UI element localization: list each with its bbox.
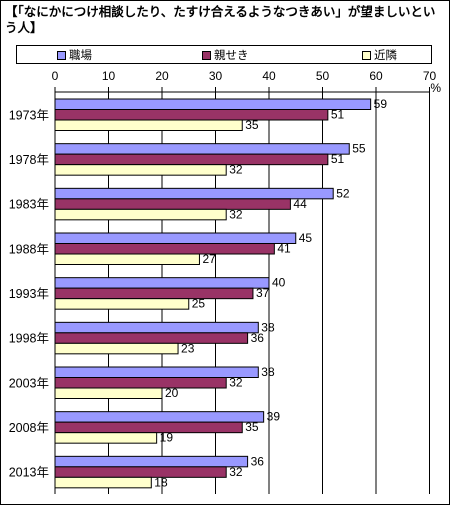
category-label: 2013年: [9, 466, 49, 480]
legend: 職場 親せき 近隣: [16, 45, 432, 64]
category-label: 1978年: [9, 153, 49, 167]
legend-item-kinrin: 近隣: [362, 48, 397, 62]
legend-item-shinseki: 親せき: [202, 48, 249, 62]
category-label: 1998年: [9, 332, 49, 346]
bar: [54, 164, 227, 176]
bar: [54, 253, 200, 265]
x-tick-label: 70: [423, 69, 437, 83]
category-label: 1988年: [9, 242, 49, 256]
bar: [54, 321, 259, 334]
bar: [54, 98, 372, 110]
bar: [54, 243, 275, 255]
x-tick-label: 60: [369, 69, 383, 83]
legend-label-shinseki: 親せき: [214, 48, 249, 62]
data-label: 59: [374, 97, 388, 111]
legend-swatch-kinrin: [362, 50, 371, 60]
data-label: 23: [181, 341, 195, 355]
data-label: 32: [229, 376, 243, 390]
data-label: 39: [267, 410, 281, 424]
unit-label: %: [430, 81, 441, 95]
bar: [54, 377, 227, 389]
bar: [54, 366, 259, 378]
legend-swatch-shokuba: [57, 50, 66, 60]
bar: [54, 119, 243, 131]
data-label: 44: [293, 197, 307, 211]
category-label: 1983年: [9, 198, 49, 212]
data-label: 32: [229, 163, 243, 177]
data-label: 40: [272, 276, 286, 290]
bar: [54, 287, 254, 300]
bar: [54, 411, 265, 423]
data-label: 55: [352, 142, 366, 156]
bar: [54, 298, 190, 310]
legend-label-shokuba: 職場: [69, 48, 92, 62]
data-label: 41: [277, 242, 291, 256]
bar: [54, 466, 227, 478]
bar: [54, 208, 227, 221]
x-tick-label: 30: [209, 69, 223, 83]
x-tick-label: 10: [102, 69, 116, 83]
data-label: 51: [331, 152, 345, 166]
bar: [54, 387, 163, 399]
data-label: 32: [229, 465, 243, 479]
x-tick-label: 50: [316, 69, 330, 83]
legend-item-shokuba: 職場: [57, 48, 92, 62]
x-tick-label: 40: [262, 69, 276, 83]
data-label: 25: [192, 297, 206, 311]
category-label: 1993年: [9, 287, 49, 301]
data-label: 45: [299, 231, 313, 245]
data-label: 19: [160, 431, 174, 445]
bar: [54, 432, 158, 444]
bar: [54, 187, 334, 200]
bar: [54, 109, 329, 121]
data-label: 36: [251, 454, 265, 468]
data-label: 38: [261, 365, 275, 379]
bar: [54, 198, 291, 210]
x-tick-label: 20: [155, 69, 169, 83]
data-label: 35: [245, 118, 259, 132]
category-label: 2008年: [9, 421, 49, 435]
data-label: 18: [154, 475, 168, 489]
chart-title: 【「なにかにつけ相談したり、たすけ合えるようなつきあい」が望ましいという人】: [5, 4, 436, 35]
legend-label-kinrin: 近隣: [374, 48, 397, 62]
bar: [54, 232, 297, 244]
bar: [54, 342, 179, 355]
bar: [54, 476, 152, 489]
data-label: 27: [202, 252, 216, 266]
bar: [54, 421, 243, 434]
data-label: 20: [165, 386, 179, 400]
data-label: 38: [261, 320, 275, 334]
x-tick-label: 0: [52, 69, 59, 83]
bar: [54, 277, 270, 289]
category-label: 2003年: [9, 376, 49, 390]
bar: [54, 332, 249, 344]
data-label: 35: [245, 420, 259, 434]
data-label: 32: [229, 207, 243, 221]
legend-swatch-shinseki: [202, 50, 211, 60]
data-label: 36: [251, 331, 265, 345]
category-label: 1973年: [9, 108, 49, 122]
bar: [54, 455, 249, 468]
bar: [54, 153, 329, 166]
data-label: 37: [256, 286, 270, 300]
bar: [54, 143, 350, 155]
data-label: 52: [336, 186, 350, 200]
data-label: 51: [331, 108, 345, 122]
